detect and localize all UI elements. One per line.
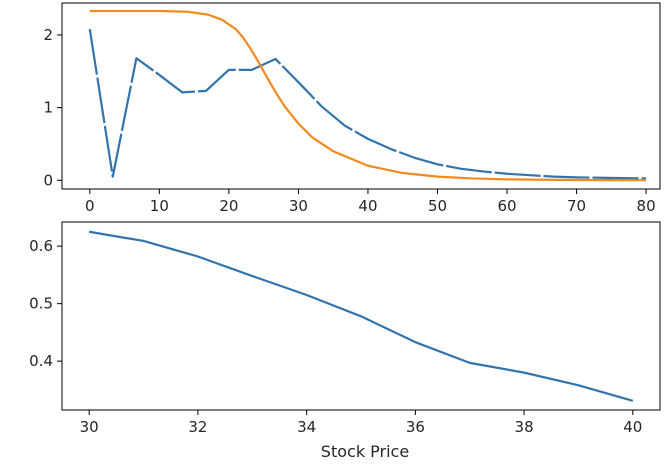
y-tick-label: 0.6 — [29, 237, 53, 255]
x-tick-label: 40 — [358, 197, 377, 215]
y-tick-label: 0.5 — [29, 295, 53, 313]
series-line-1-0 — [89, 232, 633, 401]
x-tick-label: 38 — [515, 418, 534, 436]
x-tick-label: 32 — [188, 418, 207, 436]
top-chart-panel: 0 10 20 30 40 50 60 70 80 0 1 2 — [43, 3, 660, 215]
y-tick-label: 0 — [43, 171, 53, 189]
x-tick-label: 80 — [637, 197, 656, 215]
x-tick-label: 30 — [289, 197, 308, 215]
x-tick-label: 34 — [297, 418, 316, 436]
x-tick-label: 30 — [80, 418, 99, 436]
y-tick-label: 2 — [43, 26, 53, 44]
x-tick-label: 36 — [406, 418, 425, 436]
x-tick-label: 50 — [428, 197, 447, 215]
x-tick-label: 60 — [497, 197, 516, 215]
y-tick-label: 0.4 — [29, 352, 53, 370]
x-tick-label: 10 — [150, 197, 169, 215]
x-tick-label: 20 — [219, 197, 238, 215]
x-tick-label: 40 — [623, 418, 642, 436]
series-line-0-1 — [90, 11, 646, 180]
plot-frame — [62, 3, 660, 189]
bottom-x-axis-label: Stock Price — [321, 442, 409, 461]
x-tick-label: 70 — [567, 197, 586, 215]
x-tick-label: 0 — [85, 197, 95, 215]
bottom-chart-panel: 30 32 34 36 38 40 0.4 0.5 0.6 — [29, 222, 660, 436]
series-line-0-0 — [90, 29, 646, 178]
y-tick-label: 1 — [43, 99, 53, 117]
